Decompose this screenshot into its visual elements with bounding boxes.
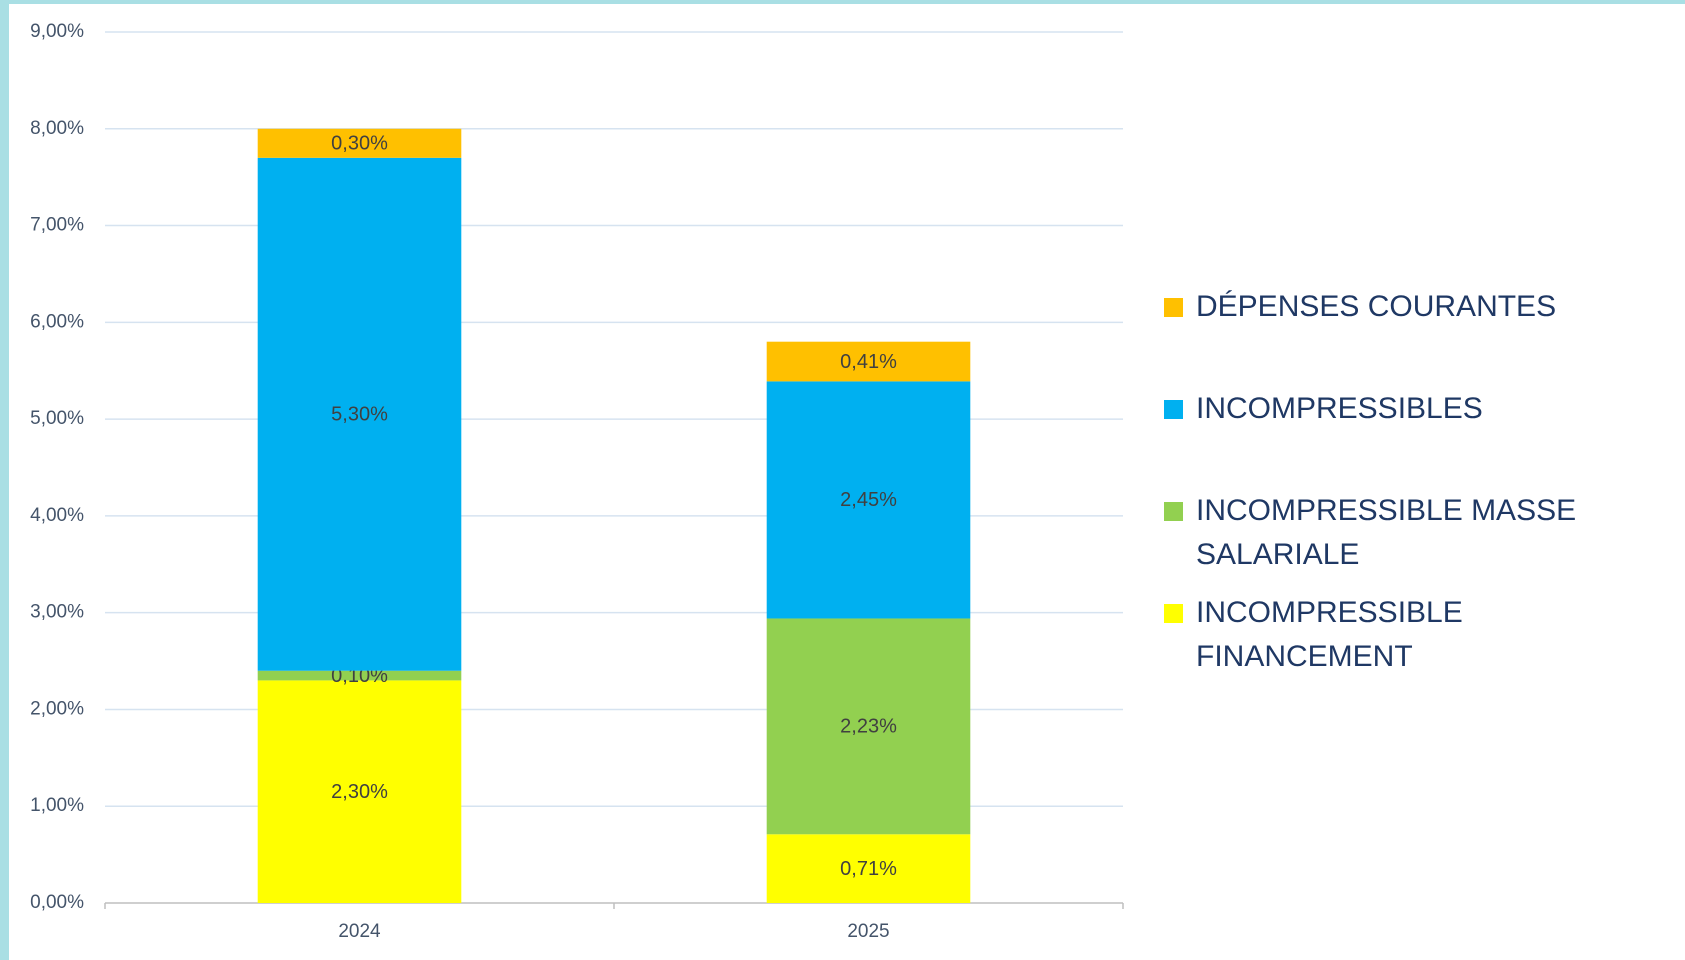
- y-tick-label: 8,00%: [30, 118, 84, 139]
- data-label: 2,23%: [840, 716, 897, 738]
- data-label: 2,45%: [840, 489, 897, 511]
- bar-segment: [257, 680, 462, 903]
- legend: DÉPENSES COURANTES INCOMPRESSIBLES INCOMPR…: [1164, 285, 1684, 693]
- legend-item: INCOMPRESSIBLES: [1164, 387, 1684, 489]
- bar-segment: [257, 670, 462, 681]
- legend-item: DÉPENSES COURANTES: [1164, 285, 1684, 387]
- bar-segment: [257, 128, 462, 158]
- data-label: 0,30%: [331, 133, 388, 155]
- legend-label: DÉPENSES COURANTES: [1196, 290, 1557, 323]
- legend-swatch: [1164, 502, 1183, 521]
- x-tick-label: 2025: [847, 921, 889, 942]
- data-label: 0,71%: [840, 858, 897, 880]
- y-tick-label: 5,00%: [30, 408, 84, 429]
- data-label: 5,30%: [331, 404, 388, 426]
- bar-segment: [766, 834, 971, 903]
- y-tick-label: 6,00%: [30, 311, 84, 332]
- y-tick-label: 2,00%: [30, 698, 84, 719]
- data-label: 2,30%: [331, 781, 388, 803]
- bar-segment: [257, 157, 462, 671]
- bar-segment: [766, 618, 971, 835]
- y-tick-label: 3,00%: [30, 602, 84, 623]
- y-tick-label: 7,00%: [30, 215, 84, 236]
- legend-label: INCOMPRESSIBLE FINANCEMENT: [1196, 596, 1463, 673]
- y-tick-label: 4,00%: [30, 505, 84, 526]
- legend-swatch: [1164, 298, 1183, 317]
- y-tick-label: 9,00%: [30, 21, 84, 42]
- y-tick-label: 0,00%: [30, 892, 84, 913]
- x-tick-label: 2024: [338, 921, 381, 942]
- legend-label: INCOMPRESSIBLE MASSE SALARIALE: [1196, 494, 1577, 571]
- bar-segment: [766, 381, 971, 619]
- bar-segment: [766, 341, 971, 382]
- legend-item: INCOMPRESSIBLE MASSE SALARIALE: [1164, 489, 1684, 591]
- legend-item: INCOMPRESSIBLE FINANCEMENT: [1164, 591, 1684, 693]
- legend-label: INCOMPRESSIBLES: [1196, 392, 1483, 425]
- legend-swatch: [1164, 604, 1183, 623]
- legend-swatch: [1164, 400, 1183, 419]
- data-label: 0,41%: [840, 351, 897, 373]
- y-tick-label: 1,00%: [30, 795, 84, 816]
